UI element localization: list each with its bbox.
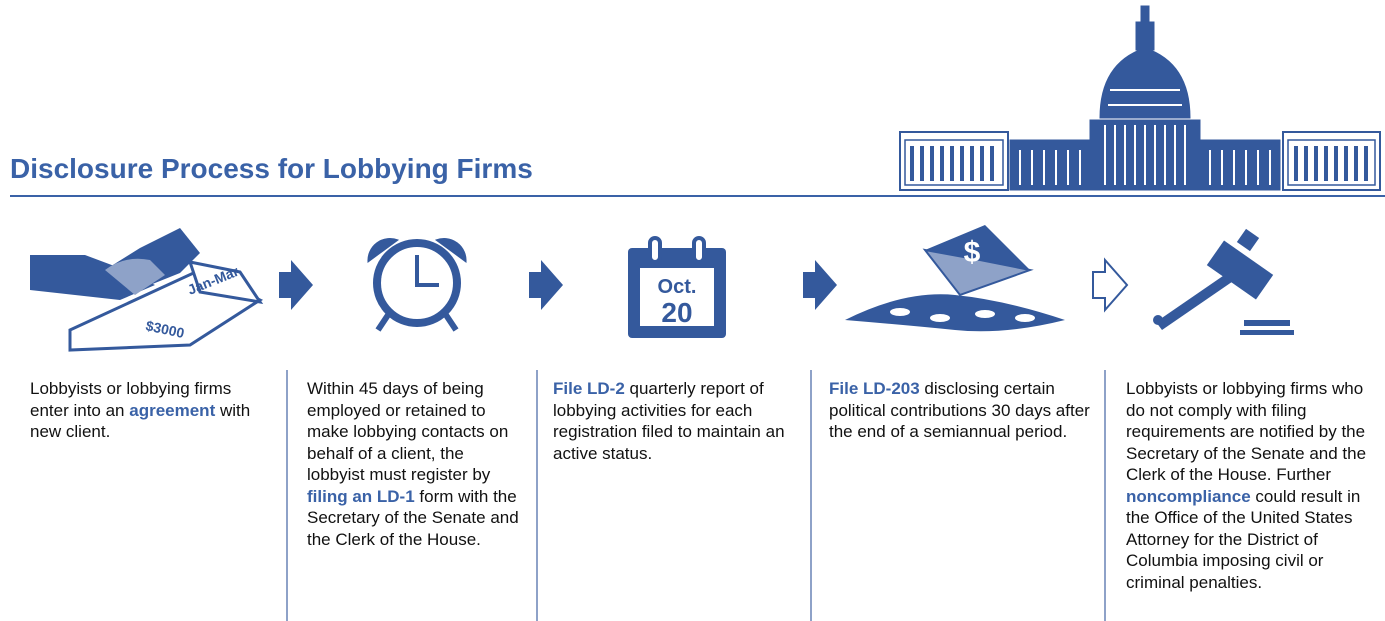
title: Disclosure Process for Lobbying Firms xyxy=(10,153,533,185)
text-segment: noncompliance xyxy=(1126,487,1251,506)
clock-icon xyxy=(368,238,466,330)
calendar-icon: Oct. 20 xyxy=(628,238,726,338)
agreement-icon: Jan-Mar $3000 xyxy=(30,228,260,350)
text-segment: agreement xyxy=(129,401,215,420)
root: Jan-Mar $3000 Oct. 20 $ Disclosure Proce… xyxy=(0,0,1385,621)
step-text: Within 45 days of being employed or reta… xyxy=(307,378,522,550)
text-segment: File LD-2 xyxy=(553,379,625,398)
step-text: File LD-2 quarterly report of lobbying a… xyxy=(553,378,798,464)
gavel-icon xyxy=(1153,229,1294,335)
text-segment: Within 45 days of being employed or reta… xyxy=(307,379,508,484)
capitol-icon xyxy=(900,6,1380,190)
step-text: File LD-203 disclosing certain political… xyxy=(829,378,1091,443)
money-icon: $ xyxy=(845,225,1065,331)
text-segment: File LD-203 xyxy=(829,379,920,398)
envelope-symbol: $ xyxy=(964,236,981,269)
step-text: Lobbyists or lobbying firms enter into a… xyxy=(30,378,270,443)
step-text: Lobbyists or lobbying firms who do not c… xyxy=(1126,378,1376,593)
calendar-month: Oct. xyxy=(658,276,697,298)
page: {"header":{"title":"Disclosure Process f… xyxy=(0,0,1385,621)
calendar-day: 20 xyxy=(661,297,692,328)
text-segment: filing an LD-1 xyxy=(307,487,415,506)
text-segment: Lobbyists or lobbying firms who do not c… xyxy=(1126,379,1366,484)
